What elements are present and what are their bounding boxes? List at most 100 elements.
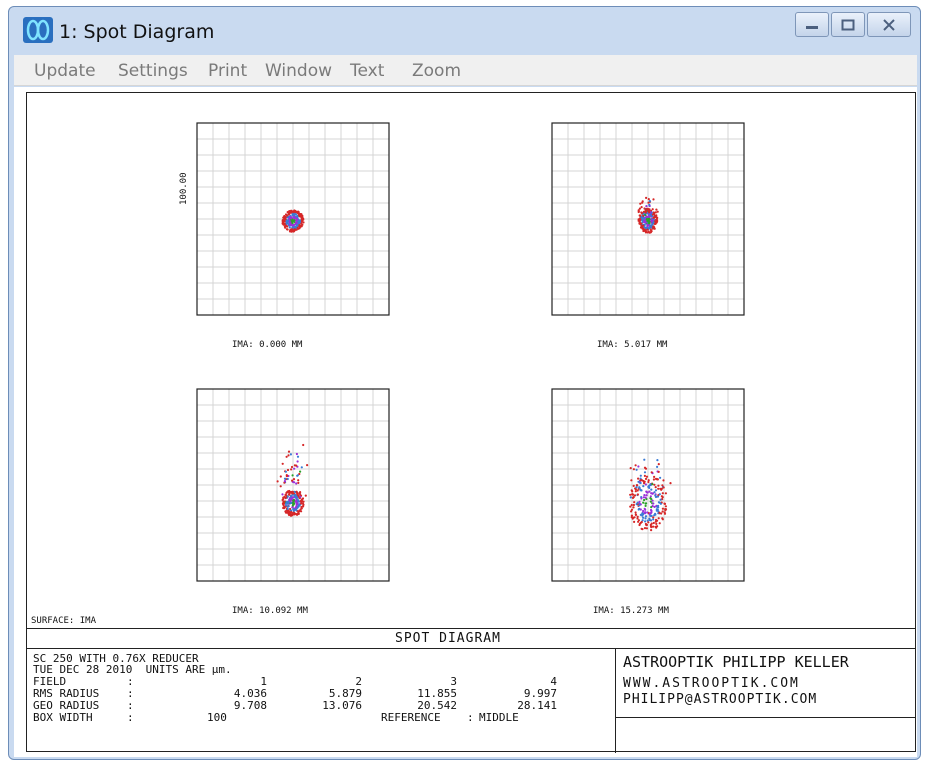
spot-point [649, 483, 652, 486]
box-width-value: 100 [207, 711, 227, 724]
spot-point [298, 509, 301, 513]
close-button[interactable] [867, 12, 911, 37]
spot-point [636, 484, 639, 487]
spot-point [291, 496, 294, 499]
spot-point [655, 218, 659, 221]
menu-settings[interactable]: Settings [118, 61, 188, 81]
spot-point [629, 505, 632, 508]
spot-point [641, 512, 644, 515]
spot-point [290, 209, 293, 212]
spot-point [289, 228, 292, 231]
spot-caption-2: IMA: 5.017 MM [597, 340, 668, 350]
geo-value: 20.542 [417, 699, 457, 712]
spot-point [300, 466, 303, 469]
spot-point [652, 198, 655, 201]
geo-value: 28.141 [517, 699, 557, 712]
divider [615, 717, 915, 718]
spot-point [302, 500, 305, 503]
menu-text[interactable]: Text [350, 61, 385, 81]
spot-point [646, 511, 649, 514]
spot-point [658, 511, 661, 514]
spot-point [629, 467, 632, 470]
spot-point [281, 493, 284, 496]
spot-point [298, 214, 301, 217]
minimize-icon [806, 25, 818, 29]
spot-point [297, 481, 300, 484]
spot-point [658, 493, 661, 496]
spot-point [644, 213, 647, 216]
reference-label: REFERENCE [381, 711, 441, 724]
spot-point [655, 216, 658, 219]
spot-point [646, 217, 649, 221]
spot-point [284, 493, 287, 496]
spot-point [636, 517, 639, 520]
diagram-title: SPOT DIAGRAM [395, 631, 501, 646]
spot-point [663, 502, 666, 505]
spot-point [302, 443, 305, 447]
menu-print[interactable]: Print [208, 61, 248, 81]
spot-point [664, 505, 668, 508]
spot-point [630, 514, 634, 517]
spot-point [645, 227, 648, 230]
spot-point [633, 501, 636, 504]
spot-point [659, 498, 662, 501]
spot-point [653, 214, 657, 217]
spot-point [652, 216, 655, 219]
spot-point [643, 471, 647, 474]
spot-point [638, 523, 641, 527]
spot-point [639, 479, 642, 482]
spot-point [284, 502, 287, 505]
menu-update[interactable]: Update [34, 61, 96, 81]
spot-point [654, 486, 657, 489]
spot-point [290, 498, 294, 501]
menu-window[interactable]: Window [265, 61, 333, 81]
spot-point [634, 511, 637, 514]
spot-point [633, 520, 636, 523]
title-bar[interactable]: 1: Spot Diagram [9, 7, 920, 57]
spot-point [644, 496, 647, 499]
spot-point [637, 210, 640, 213]
spot-point [643, 458, 646, 461]
spot-point [279, 475, 282, 478]
spot-point [283, 507, 286, 510]
spot-point [286, 468, 290, 472]
maximize-button[interactable] [831, 12, 865, 37]
spot-point [659, 476, 662, 479]
menu-zoom[interactable]: Zoom [412, 61, 462, 81]
spot-box [551, 388, 745, 582]
spot-point [651, 499, 654, 502]
spot-point [644, 515, 648, 518]
spot-point [669, 482, 672, 485]
spot-grid-4 [551, 388, 745, 582]
colon: : [127, 711, 134, 724]
spot-grid-1 [196, 122, 390, 316]
spot-point [296, 226, 299, 229]
spot-point [661, 484, 664, 487]
credit-web: WWW.ASTROOPTIK.COM [623, 676, 800, 691]
spot-point [289, 222, 292, 225]
spot-point [644, 467, 648, 470]
minimize-button[interactable] [795, 12, 829, 37]
spot-point [658, 522, 661, 525]
spot-point [640, 497, 643, 500]
spot-point [285, 221, 288, 224]
spot-point [292, 509, 295, 512]
spot-point [289, 507, 292, 511]
spot-caption-1: IMA: 0.000 MM [232, 340, 303, 350]
spot-point [288, 497, 291, 500]
spot-point [636, 515, 639, 518]
spot-point [664, 492, 668, 495]
spot-point [298, 219, 302, 222]
spot-point [647, 484, 651, 488]
spot-point [648, 211, 651, 214]
spot-point [644, 511, 647, 514]
spot-box [196, 122, 390, 316]
spot-point [647, 480, 650, 484]
spot-point [643, 494, 646, 497]
divider [27, 648, 915, 649]
spot-point [302, 505, 305, 508]
spot-point [653, 491, 656, 494]
spot-point [294, 215, 298, 218]
spot-point [290, 468, 293, 471]
spot-point [645, 207, 649, 210]
